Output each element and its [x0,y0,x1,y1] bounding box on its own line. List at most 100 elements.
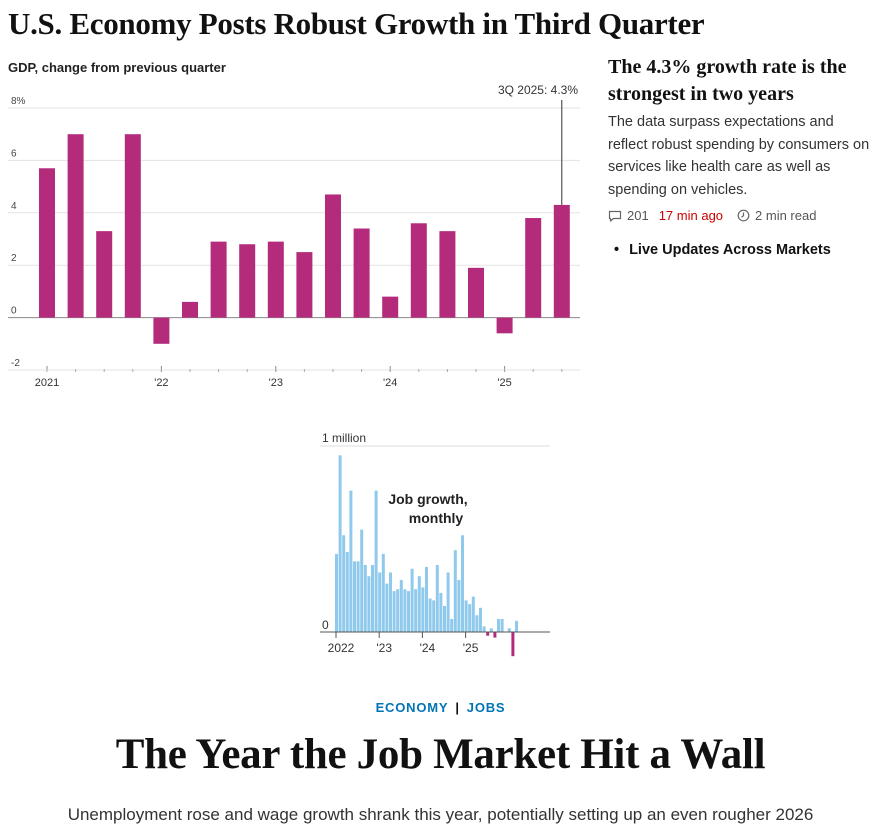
jobs-bar [493,632,497,638]
section-economy-link[interactable]: ECONOMY [375,700,449,715]
live-updates-link[interactable]: • Live Updates Across Markets [614,242,831,258]
jobs-x-tick-label: '25 [463,641,479,655]
gdp-bar [525,218,542,318]
gdp-x-tick-label: '22 [154,377,168,389]
gdp-bar [353,228,370,318]
gdp-bar [553,204,570,318]
jobs-bar [356,561,360,632]
jobs-top-label: 1 million [322,431,366,445]
jobs-zero-label: 0 [322,618,329,632]
jobs-bar [432,600,436,632]
gdp-bar [39,168,55,318]
side-story-summary: The data surpass expectations and reflec… [608,114,870,198]
jobs-bar [338,455,342,632]
jobs-bar [489,628,493,632]
jobs-bar [335,553,338,632]
live-updates-label[interactable]: Live Updates Across Markets [629,242,831,258]
gdp-chart: 8% 6 4 2 0 -2 2021 '22 '23 '24 '25 3Q 2025: 4.3% [8,83,580,389]
jobs-bar [475,615,479,632]
gdp-y-tick-label: 0 [11,306,17,317]
jobs-chart-title-line1: Job growth, [388,491,467,507]
jobs-bar [486,632,490,636]
jobs-bar [443,605,446,632]
top-story-headline[interactable]: U.S. Economy Posts Robust Growth in Thir… [8,6,705,41]
jobs-bar [428,598,432,632]
jobs-bar [392,591,396,632]
jobs-bar [385,583,389,632]
gdp-bar [182,301,198,318]
jobs-bar [435,565,439,632]
jobs-bar [353,561,356,632]
gdp-bar [267,241,284,318]
gdp-bar [382,296,399,318]
jobs-x-tick-label: '23 [376,641,392,655]
gdp-chart-title: GDP, change from previous quarter [8,60,226,75]
jobs-bar [468,604,472,632]
jobs-bar [453,550,457,632]
jobs-x-tick-label: '24 [420,641,436,655]
gdp-bar [210,241,227,318]
gdp-bar [439,231,456,318]
side-story-headline[interactable]: The 4.3% growth rate is the strongest in… [608,56,847,105]
jobs-bar [500,618,504,632]
gdp-bar [124,134,141,318]
jobs-bar [417,576,421,632]
jobs-bar [515,620,518,632]
jobs-bar [497,618,500,632]
bullet-icon: • [614,242,620,258]
gdp-bar [239,244,256,318]
jobs-chart-title-line2: monthly [409,510,464,526]
jobs-bar [414,589,418,632]
jobs-bar [482,626,486,632]
gdp-y-tick-label: 6 [11,148,17,159]
gdp-bar [153,317,170,344]
jobs-bar [471,596,475,632]
jobs-bar [389,572,392,632]
jobs-bar [450,618,454,632]
jobs-bar [457,579,461,632]
section-separator: | [455,700,460,715]
comment-count[interactable]: 201 [627,208,649,223]
jobs-bar [360,529,364,632]
story-meta: 201 17 min ago 2 min read [608,208,816,223]
jobs-bar [464,600,468,632]
gdp-bar [410,223,427,318]
feature-headline[interactable]: The Year the Job Market Hit a Wall [115,731,766,778]
jobs-bar [399,579,403,632]
gdp-bar [468,267,484,318]
read-time-label: 2 min read [755,208,817,223]
gdp-x-tick-label: '25 [497,377,511,389]
gdp-x-tick-label: '23 [269,377,283,389]
jobs-bar [461,535,464,632]
feature-dek: Unemployment rose and wage growth shrank… [67,805,814,824]
jobs-bar [511,632,515,657]
comment-icon[interactable] [608,210,622,222]
jobs-bar [403,589,407,632]
jobs-bar [410,568,414,632]
gdp-bar [325,194,341,318]
jobs-bar [446,572,450,632]
jobs-bar [396,589,400,632]
jobs-bar [439,592,443,632]
gdp-annotation: 3Q 2025: 4.3% [498,83,578,97]
jobs-x-tick-label: 2022 [328,641,355,655]
gdp-bar [67,134,84,318]
gdp-y-tick-label: 2 [11,253,17,264]
gdp-y-tick-label: 4 [11,201,17,212]
jobs-bar [381,553,385,632]
jobs-bar [367,576,371,632]
jobs-bar [507,628,511,632]
jobs-bar [342,535,346,632]
section-jobs-link[interactable]: JOBS [466,700,506,715]
read-time: 2 min read [737,208,816,223]
clock-icon [737,209,750,222]
jobs-bar [479,607,482,632]
gdp-bar [96,231,113,318]
jobs-bar [349,490,353,632]
jobs-bar [425,566,428,632]
gdp-y-tick-label: -2 [11,358,20,369]
jobs-bar [345,552,349,632]
section-labels: ECONOMY | JOBS [0,700,881,715]
jobs-bar [378,572,382,632]
job-growth-chart: 1 million 0 2022 '23 '24 '25 Job growth, monthl… [320,431,550,657]
